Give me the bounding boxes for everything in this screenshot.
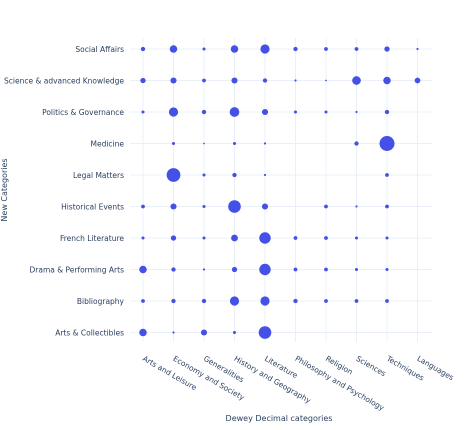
- bubble-point[interactable]: [203, 142, 205, 145]
- bubble-point[interactable]: [355, 110, 358, 114]
- bubble-point[interactable]: [354, 299, 359, 303]
- x-tick-label: Sciences: [355, 354, 388, 378]
- bubble-point[interactable]: [202, 78, 206, 83]
- bubble-point[interactable]: [263, 142, 267, 145]
- x-tick-label: Arts and Leisure: [141, 354, 199, 392]
- bubble-point[interactable]: [416, 47, 419, 51]
- bubble-point[interactable]: [139, 328, 147, 337]
- bubble-point[interactable]: [171, 267, 176, 272]
- bubble-point[interactable]: [354, 236, 359, 240]
- y-tick-labels: Social Affairs Science & advanced Knowled…: [4, 45, 125, 338]
- bubble-point[interactable]: [384, 109, 390, 115]
- bubble-point[interactable]: [202, 173, 206, 177]
- bubble-point[interactable]: [229, 296, 240, 306]
- bubble-point[interactable]: [324, 204, 328, 209]
- bubble-point[interactable]: [293, 46, 298, 52]
- bubble-point[interactable]: [166, 168, 181, 182]
- y-tick-label: Drama & Performing Arts: [30, 266, 125, 275]
- bubble-point[interactable]: [172, 331, 175, 334]
- bubble-point[interactable]: [232, 172, 237, 178]
- bubble-point[interactable]: [139, 265, 147, 274]
- bubble-point[interactable]: [171, 141, 176, 146]
- bubble-point[interactable]: [231, 77, 238, 84]
- bubble-point[interactable]: [354, 47, 359, 51]
- bubble-point[interactable]: [324, 236, 328, 240]
- bubble-point[interactable]: [141, 299, 145, 303]
- bubble-point[interactable]: [260, 44, 270, 54]
- bubble-point[interactable]: [324, 299, 328, 303]
- bubble-point[interactable]: [230, 45, 239, 53]
- bubble-point[interactable]: [229, 107, 240, 117]
- bubble-point[interactable]: [293, 267, 298, 272]
- bubble-point[interactable]: [259, 263, 271, 276]
- bubble-point[interactable]: [202, 236, 206, 240]
- bubble-point[interactable]: [385, 299, 389, 303]
- bubble-point[interactable]: [385, 204, 389, 209]
- bubble-point[interactable]: [170, 235, 177, 241]
- bubble-point[interactable]: [262, 78, 268, 83]
- bubble-point[interactable]: [141, 236, 145, 240]
- y-tick-label: Politics & Governance: [42, 108, 124, 117]
- y-tick-label: Legal Matters: [73, 171, 124, 180]
- bubble-point[interactable]: [325, 79, 327, 82]
- y-axis-title: New Categories: [0, 158, 9, 221]
- bubble-point[interactable]: [294, 79, 297, 82]
- bubble-point[interactable]: [293, 298, 298, 304]
- bubble-point[interactable]: [201, 109, 207, 115]
- bubble-point[interactable]: [414, 77, 421, 84]
- bubble-point[interactable]: [293, 110, 298, 114]
- bubble-point[interactable]: [202, 47, 206, 51]
- bubble-point[interactable]: [228, 200, 241, 213]
- bubble-point[interactable]: [354, 141, 359, 146]
- bubble-point[interactable]: [232, 330, 237, 335]
- bubble-point[interactable]: [324, 267, 328, 272]
- y-tick-label: French Literature: [60, 234, 124, 243]
- bubble-point[interactable]: [201, 298, 207, 304]
- bubble-point[interactable]: [293, 236, 298, 240]
- point-layer: [139, 44, 421, 339]
- bubble-point[interactable]: [169, 45, 178, 53]
- bubble-point[interactable]: [385, 236, 389, 240]
- bubble-point[interactable]: [171, 298, 176, 304]
- bubble-point[interactable]: [140, 77, 146, 84]
- bubble-point[interactable]: [140, 46, 146, 52]
- bubble-point[interactable]: [200, 329, 208, 336]
- bubble-point[interactable]: [141, 204, 145, 209]
- bubble-point[interactable]: [259, 232, 271, 244]
- bubble-point[interactable]: [232, 141, 237, 146]
- bubble-point[interactable]: [141, 110, 145, 114]
- bubble-point[interactable]: [383, 76, 391, 85]
- y-tick-label: Bibliography: [77, 297, 125, 306]
- bubble-point[interactable]: [385, 173, 389, 177]
- y-tick-label: Historical Events: [61, 203, 124, 212]
- bubble-point[interactable]: [379, 136, 395, 151]
- bubble-point[interactable]: [260, 296, 270, 306]
- bubble-point[interactable]: [168, 107, 179, 117]
- bubble-point[interactable]: [202, 204, 206, 209]
- bubble-point[interactable]: [354, 267, 359, 272]
- bubble-point[interactable]: [352, 76, 361, 85]
- bubble-point[interactable]: [261, 108, 269, 116]
- y-tick-label: Arts & Collectibles: [55, 329, 124, 338]
- bubble-point[interactable]: [261, 203, 269, 210]
- y-tick-label: Science & advanced Knowledge: [4, 77, 124, 86]
- bubble-point[interactable]: [170, 77, 177, 84]
- bubble-point[interactable]: [258, 326, 272, 339]
- bubble-point[interactable]: [231, 234, 238, 242]
- bubble-point[interactable]: [324, 110, 328, 114]
- bubble-point[interactable]: [231, 266, 238, 273]
- bubble-point[interactable]: [202, 268, 206, 271]
- x-axis-title: Dewey Decimal categories: [226, 414, 333, 423]
- bubble-point[interactable]: [385, 267, 389, 272]
- bubble-point[interactable]: [263, 173, 267, 177]
- bubble-point[interactable]: [170, 203, 177, 210]
- y-tick-label: Medicine: [90, 140, 124, 149]
- bubble-point[interactable]: [324, 47, 328, 51]
- y-tick-label: Social Affairs: [75, 45, 124, 54]
- bubble-point[interactable]: [355, 205, 358, 208]
- bubble-point[interactable]: [384, 46, 390, 52]
